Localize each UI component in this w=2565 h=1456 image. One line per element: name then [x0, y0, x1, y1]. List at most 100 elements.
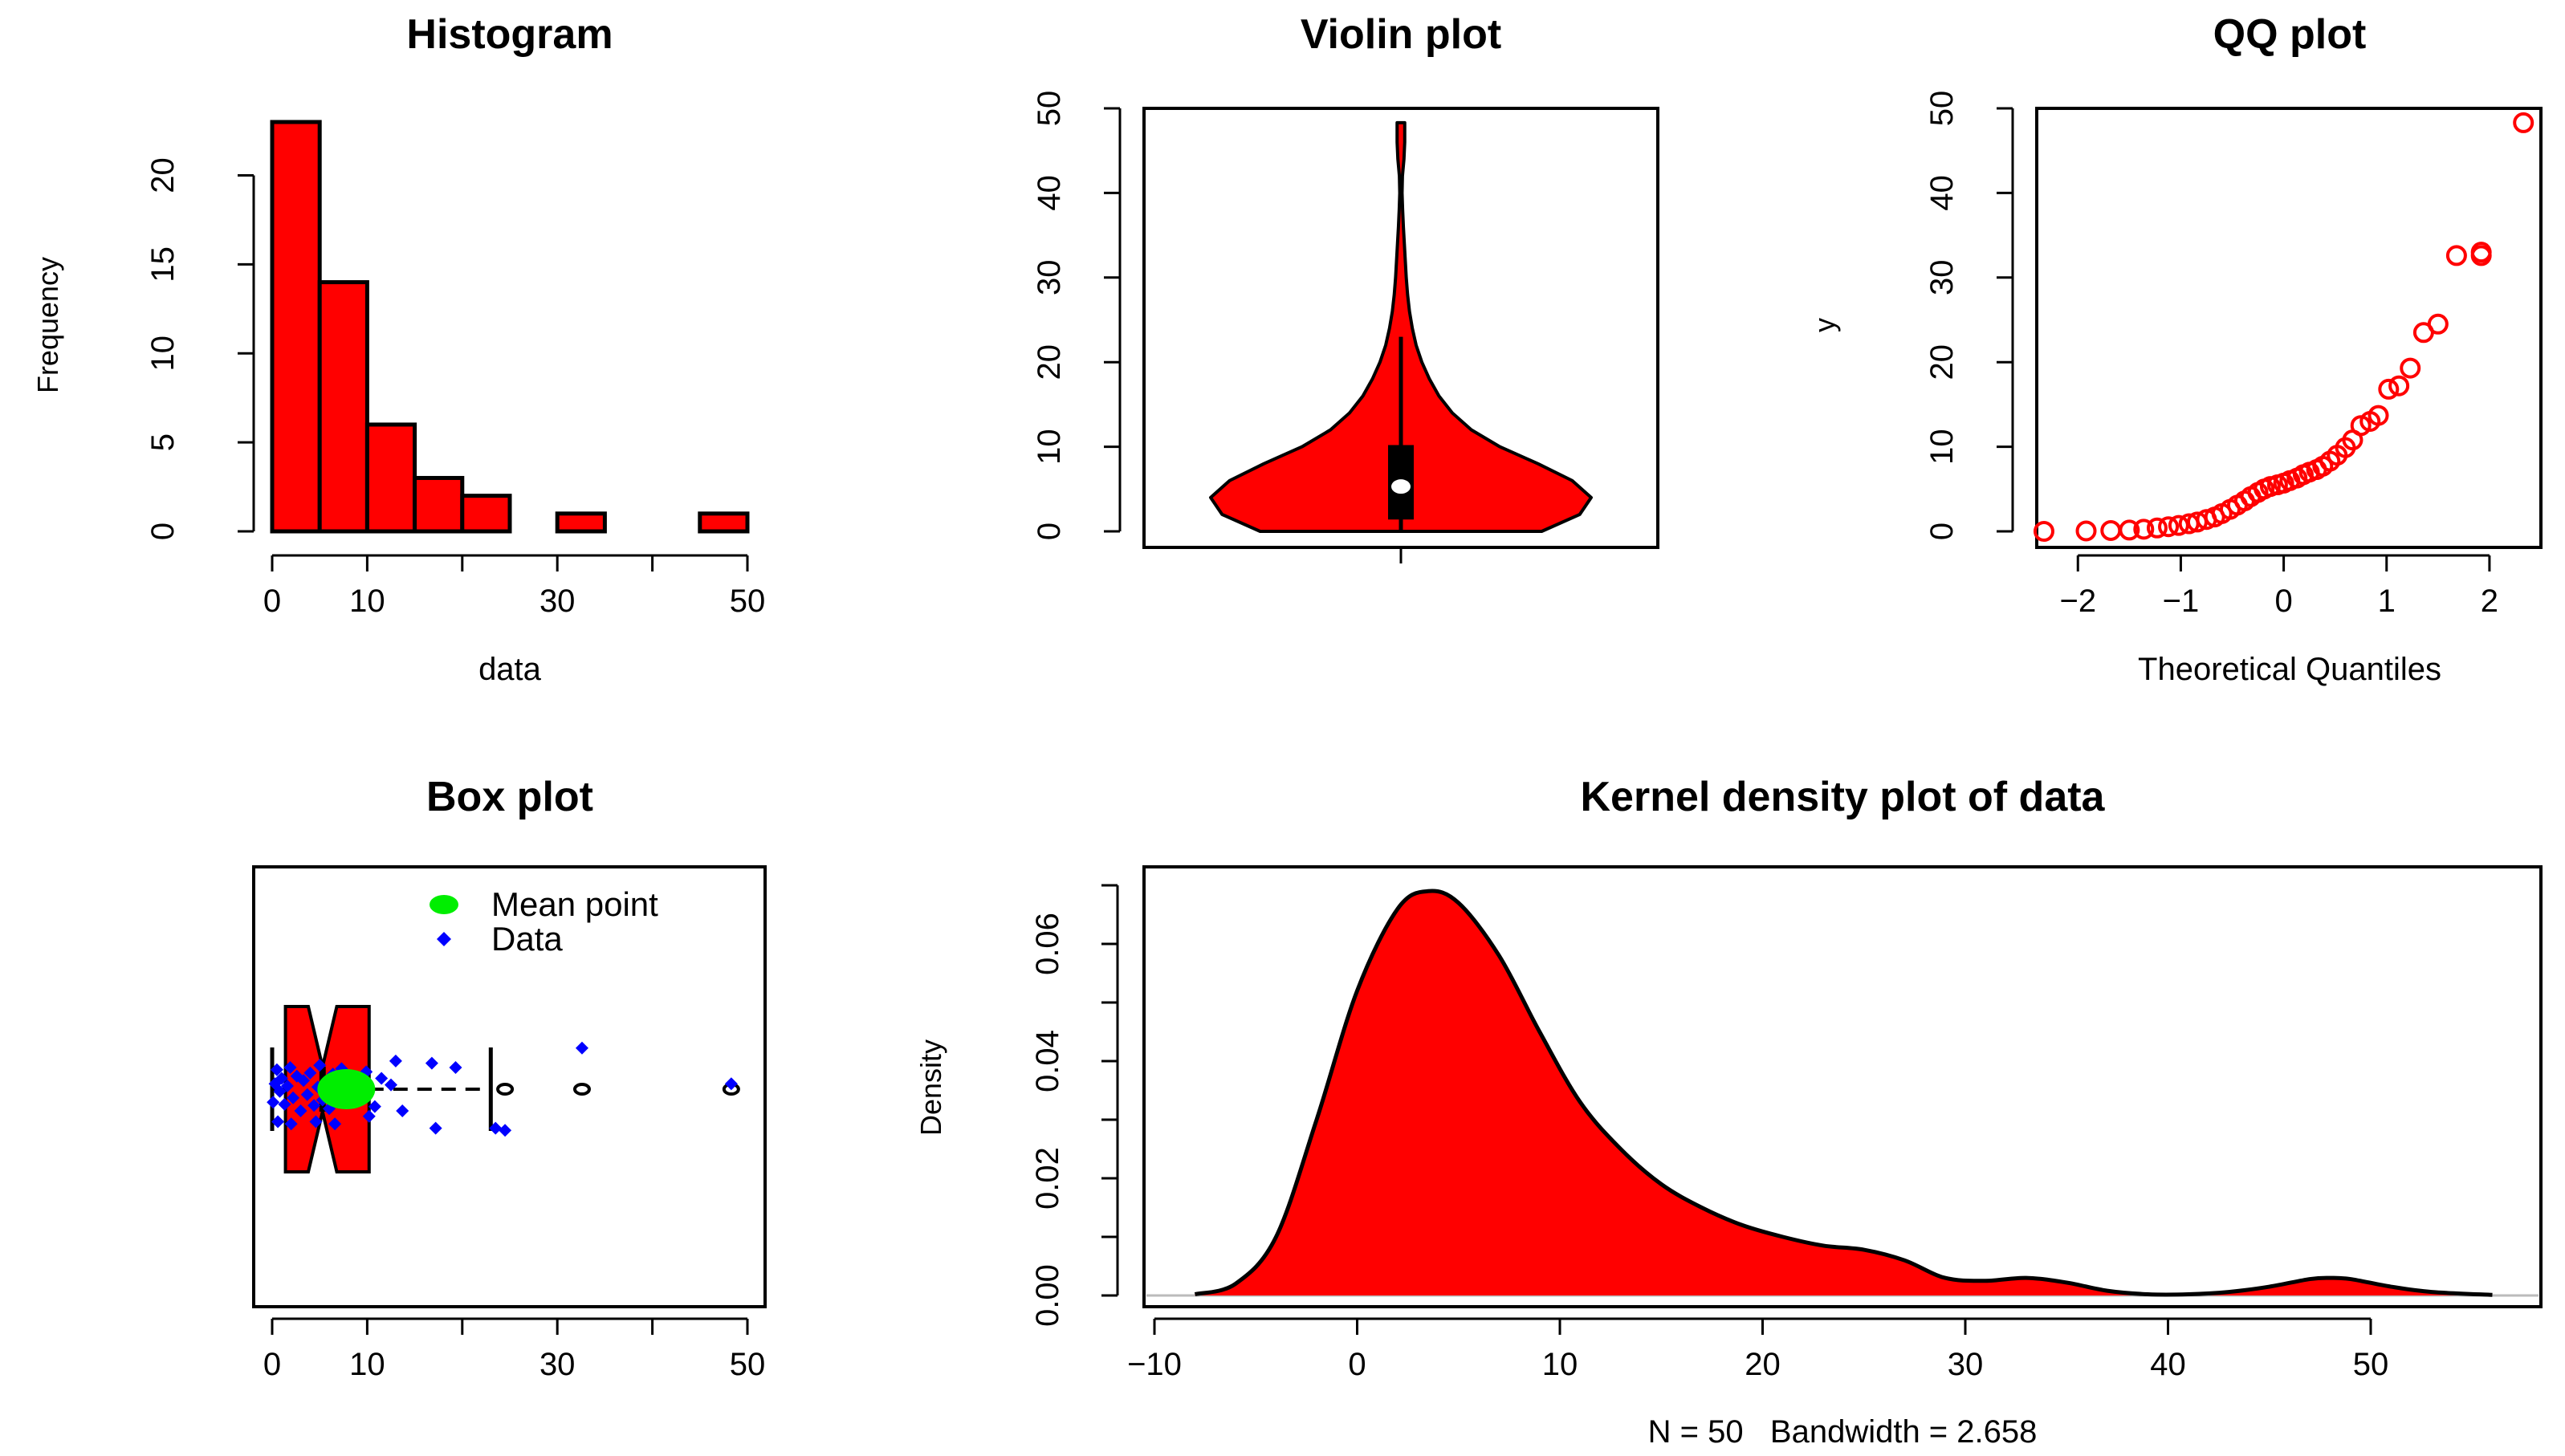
boxplot-data-point [489, 1121, 503, 1135]
boxplot-data-point [309, 1115, 323, 1129]
qq-frame [2035, 107, 2543, 549]
qq-y-tick-label: 30 [1924, 260, 1960, 296]
density-xlabel: N = 50 Bandwidth = 2.658 [1648, 1414, 2038, 1450]
boxplot-data-point [278, 1097, 291, 1111]
boxplot-data-point [313, 1059, 327, 1072]
qq-point [2513, 112, 2534, 133]
qq-point [2470, 245, 2492, 266]
histogram-bar [317, 280, 369, 534]
boxplot-data-point [284, 1117, 298, 1131]
boxplot-data-point [362, 1109, 376, 1123]
density-x-tick-label: 10 [1542, 1347, 1578, 1382]
density-title: Kernel density plot of data [1581, 774, 2106, 820]
violin-y-tick-label: 40 [1032, 175, 1067, 211]
qq-point [2100, 519, 2122, 541]
qq-x-tick-label: −1 [2163, 584, 2200, 619]
histogram-y-tick-label: 15 [145, 246, 181, 283]
boxplot-mean-point [317, 1069, 376, 1109]
qq-point [2400, 357, 2421, 379]
boxplot-data-point [303, 1066, 317, 1080]
histogram-xlabel: data [478, 652, 542, 687]
density-curve [1194, 889, 2493, 1297]
boxplot-data-point [368, 1100, 381, 1113]
qq-point [2445, 245, 2467, 266]
histogram-bar [460, 494, 512, 534]
boxplot-data-point [267, 1096, 280, 1109]
violin-shape [1209, 120, 1593, 533]
density-x-tick-label: 50 [2353, 1347, 2389, 1382]
histogram-y-tick-label: 0 [145, 523, 181, 540]
qq-point [2033, 521, 2054, 542]
boxplot-data-point [307, 1099, 321, 1112]
density-x-tick-label: 0 [1348, 1347, 1366, 1382]
qq-point [2075, 520, 2097, 542]
boxplot-legend: Mean point Data [430, 885, 658, 958]
histogram-bar [413, 475, 465, 534]
boxplot-data-point [429, 1121, 442, 1135]
violin-y-tick-label: 30 [1032, 260, 1067, 296]
legend-data-label: Data [491, 920, 563, 958]
histogram-bar [698, 511, 750, 534]
boxplot-data-point [294, 1104, 307, 1117]
qq-x-tick-label: 2 [2481, 584, 2498, 619]
boxplot-data-point [389, 1054, 402, 1068]
boxplot-x-tick-label: 10 [349, 1347, 385, 1382]
boxplot-data-point [499, 1124, 512, 1137]
qq-x-tick-label: 0 [2274, 584, 2292, 619]
histogram-x-tick-label: 50 [730, 584, 766, 619]
boxplot-x-tick-label: 50 [730, 1347, 766, 1382]
boxplot-data-point [724, 1077, 738, 1091]
density-x-tick-label: 20 [1745, 1347, 1781, 1382]
histogram-panel: 0 10 30 50 0 5 10 15 20 [145, 120, 766, 619]
qq-ylabel: y [1808, 318, 1841, 332]
boxplot-data-point [396, 1104, 409, 1117]
density-y-tick-label: 0.00 [1030, 1264, 1065, 1327]
violin-median-point [1391, 479, 1411, 494]
qq-y-tick-label: 50 [1924, 91, 1960, 127]
violin-y-tick-label: 20 [1032, 344, 1067, 380]
qq-y-tick-label: 40 [1924, 175, 1960, 211]
qq-point [2146, 517, 2168, 539]
boxplot-data-point [275, 1072, 288, 1085]
histogram-ylabel: Frequency [31, 257, 64, 393]
boxplot-data-point [270, 1063, 283, 1076]
violin-panel: 0 10 20 30 40 50 [1032, 91, 1659, 563]
density-x-tick-label: 40 [2150, 1347, 2186, 1382]
density-y-tick-label: 0.04 [1030, 1030, 1065, 1092]
histogram-y-tick-label: 20 [145, 157, 181, 193]
histogram-x-tick-label: 30 [539, 584, 576, 619]
density-area [1195, 891, 2493, 1295]
histogram-x-tick-label: 0 [263, 584, 281, 619]
histogram-y-tick-label: 5 [145, 433, 181, 451]
histogram-y-tick-label: 10 [145, 336, 181, 372]
boxplot-outlier [572, 1083, 591, 1096]
boxplot-data-point [287, 1091, 300, 1104]
density-panel: −10 0 10 20 30 40 50 0.00 0.02 0.04 0.06 [1030, 865, 2543, 1382]
density-y-tick-label: 0.06 [1030, 913, 1065, 975]
boxplot-panel: 0 10 30 50 [252, 865, 767, 1382]
boxplot-data-point [280, 1079, 294, 1092]
qq-point [2378, 378, 2400, 400]
qq-point [2368, 405, 2389, 426]
density-y-tick-label: 0.02 [1030, 1147, 1065, 1210]
boxplot-title: Box plot [426, 774, 593, 820]
boxplot-data-point [300, 1088, 314, 1101]
histogram-bar [555, 511, 607, 534]
boxplot-data-point [271, 1115, 285, 1129]
density-frame [1142, 865, 2543, 1308]
qq-point [2119, 519, 2140, 541]
density-x-tick-label: −10 [1127, 1347, 1182, 1382]
qq-point [2158, 516, 2180, 538]
boxplot-data-point [425, 1056, 438, 1070]
legend-mean-marker [430, 895, 458, 914]
boxplot-x-tick-label: 30 [539, 1347, 576, 1382]
histogram-bar [270, 120, 322, 534]
histogram-bar [364, 422, 417, 534]
boxplot-x-tick-label: 0 [263, 1347, 281, 1382]
boxplot-data-point [328, 1117, 342, 1131]
legend-data-marker [437, 932, 451, 946]
qq-point [2133, 519, 2155, 540]
density-ylabel: Density [914, 1039, 947, 1136]
